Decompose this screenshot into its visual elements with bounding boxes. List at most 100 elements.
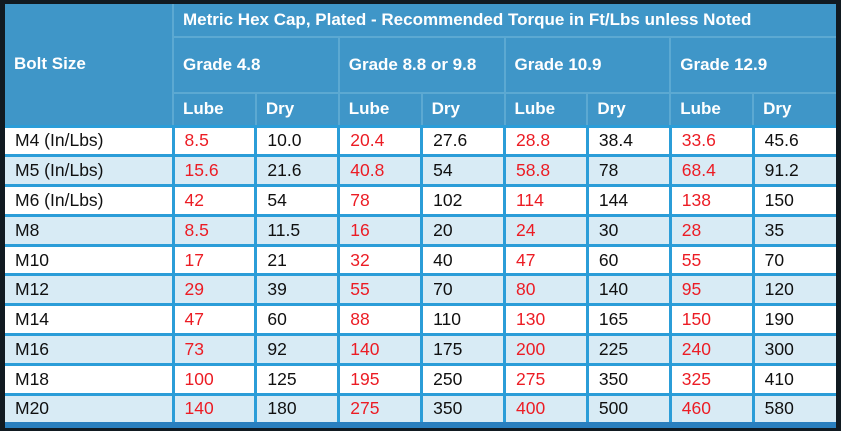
- lube-torque-value: 8.5: [171, 213, 258, 247]
- dry-torque-value: 10.0: [254, 124, 341, 158]
- lube-torque-value: 200: [503, 332, 589, 366]
- condition-header-lube: Lube: [337, 92, 423, 128]
- dry-torque-value: 165: [585, 303, 672, 336]
- bolt-size-cell: M12: [5, 273, 175, 307]
- condition-header-dry: Dry: [254, 92, 340, 128]
- bolt-size-cell: M5 (In/Lbs): [5, 154, 175, 188]
- bolt-size-cell: M20: [5, 392, 175, 422]
- bottom-band: [5, 422, 836, 428]
- dry-torque-value: 30: [585, 213, 672, 247]
- condition-header-row: Lube Dry Lube Dry Lube Dry Lube Dry: [5, 92, 836, 128]
- table-row: M16 73 92 140 175 200 225 240 300: [5, 332, 836, 366]
- dry-torque-value: 350: [585, 362, 672, 396]
- lube-torque-value: 400: [503, 392, 589, 422]
- dry-torque-value: 60: [585, 243, 672, 277]
- title-row: Bolt Size Metric Hex Cap, Plated - Recom…: [5, 4, 836, 128]
- lube-torque-value: 47: [503, 243, 589, 277]
- condition-header-dry: Dry: [752, 92, 836, 128]
- condition-header-dry: Dry: [586, 92, 672, 128]
- bolt-size-cell: M16: [5, 332, 175, 366]
- table-row: M20 140 180 275 350 400 500 460 580: [5, 392, 836, 422]
- dry-torque-value: 150: [751, 184, 836, 217]
- lube-torque-value: 275: [337, 392, 424, 422]
- dry-torque-value: 78: [585, 154, 672, 188]
- condition-header-lube: Lube: [503, 92, 589, 128]
- lube-torque-value: 95: [668, 273, 755, 307]
- dry-torque-value: 21.6: [254, 154, 341, 188]
- dry-torque-value: 91.2: [751, 154, 836, 188]
- dry-torque-value: 27.6: [420, 124, 506, 158]
- dry-torque-value: 500: [585, 392, 672, 422]
- bolt-size-cell: M14: [5, 303, 175, 336]
- dry-torque-value: 21: [254, 243, 341, 277]
- lube-torque-value: 100: [171, 362, 258, 396]
- grade-header-10-9: Grade 10.9: [503, 36, 672, 94]
- dry-torque-value: 54: [420, 154, 506, 188]
- grade-header-8-8-or-9-8: Grade 8.8 or 9.8: [337, 36, 506, 94]
- lube-torque-value: 20.4: [337, 124, 424, 158]
- dry-torque-value: 38.4: [585, 124, 672, 158]
- lube-torque-value: 73: [171, 332, 258, 366]
- condition-header-lube: Lube: [172, 92, 257, 128]
- dry-torque-value: 110: [420, 303, 506, 336]
- dry-torque-value: 60: [254, 303, 341, 336]
- lube-torque-value: 140: [171, 392, 258, 422]
- lube-torque-value: 240: [668, 332, 755, 366]
- lube-torque-value: 42: [171, 184, 258, 217]
- dry-torque-value: 190: [751, 303, 836, 336]
- dry-torque-value: 180: [254, 392, 341, 422]
- dry-torque-value: 54: [254, 184, 341, 217]
- lube-torque-value: 28: [668, 213, 755, 247]
- lube-torque-value: 140: [337, 332, 424, 366]
- lube-torque-value: 58.8: [503, 154, 589, 188]
- lube-torque-value: 130: [503, 303, 589, 336]
- dry-torque-value: 300: [751, 332, 836, 366]
- lube-torque-value: 40.8: [337, 154, 424, 188]
- lube-torque-value: 460: [668, 392, 755, 422]
- bolt-size-cell: M8: [5, 213, 175, 247]
- lube-torque-value: 195: [337, 362, 424, 396]
- lube-torque-value: 15.6: [171, 154, 258, 188]
- dry-torque-value: 70: [420, 273, 506, 307]
- dry-torque-value: 20: [420, 213, 506, 247]
- lube-torque-value: 78: [337, 184, 424, 217]
- lube-torque-value: 29: [171, 273, 258, 307]
- lube-torque-value: 8.5: [171, 124, 258, 158]
- lube-torque-value: 32: [337, 243, 424, 277]
- lube-torque-value: 55: [337, 273, 424, 307]
- lube-torque-value: 16: [337, 213, 424, 247]
- grade-header-row: Grade 4.8 Grade 8.8 or 9.8 Grade 10.9 Gr…: [5, 36, 836, 94]
- dry-torque-value: 45.6: [751, 124, 836, 158]
- dry-torque-value: 140: [585, 273, 672, 307]
- table-row: M5 (In/Lbs) 15.6 21.6 40.8 54 58.8 78 68.4 91.2: [5, 154, 836, 188]
- table-body: M4 (In/Lbs) 8.5 10.0 20.4 27.6 28.8 38.4 33.6 45…: [5, 124, 836, 422]
- lube-torque-value: 55: [668, 243, 755, 277]
- lube-torque-value: 28.8: [503, 124, 589, 158]
- bolt-size-cell: M10: [5, 243, 175, 277]
- table-row: M8 8.5 11.5 16 20 24 30 28 35: [5, 213, 836, 247]
- bolt-size-header: Bolt Size: [5, 4, 174, 128]
- grade-header-4-8: Grade 4.8: [172, 36, 340, 94]
- lube-torque-value: 150: [668, 303, 755, 336]
- lube-torque-value: 33.6: [668, 124, 755, 158]
- lube-torque-value: 68.4: [668, 154, 755, 188]
- table-title: Metric Hex Cap, Plated - Recommended Tor…: [172, 4, 836, 38]
- dry-torque-value: 225: [585, 332, 672, 366]
- lube-torque-value: 325: [668, 362, 755, 396]
- lube-torque-value: 114: [503, 184, 589, 217]
- dry-torque-value: 35: [751, 213, 836, 247]
- table-row: M18 100 125 195 250 275 350 325 410: [5, 362, 836, 396]
- table-row: M6 (In/Lbs) 42 54 78 102 114 144 138 150: [5, 184, 836, 217]
- dry-torque-value: 144: [585, 184, 672, 217]
- table-row: M12 29 39 55 70 80 140 95 120: [5, 273, 836, 307]
- bolt-size-cell: M4 (In/Lbs): [5, 124, 175, 158]
- dry-torque-value: 125: [254, 362, 341, 396]
- dry-torque-value: 175: [420, 332, 506, 366]
- lube-torque-value: 138: [668, 184, 755, 217]
- lube-torque-value: 88: [337, 303, 424, 336]
- condition-header-lube: Lube: [669, 92, 755, 128]
- dry-torque-value: 39: [254, 273, 341, 307]
- table-header: Bolt Size Metric Hex Cap, Plated - Recom…: [5, 4, 836, 128]
- bolt-size-cell: M18: [5, 362, 175, 396]
